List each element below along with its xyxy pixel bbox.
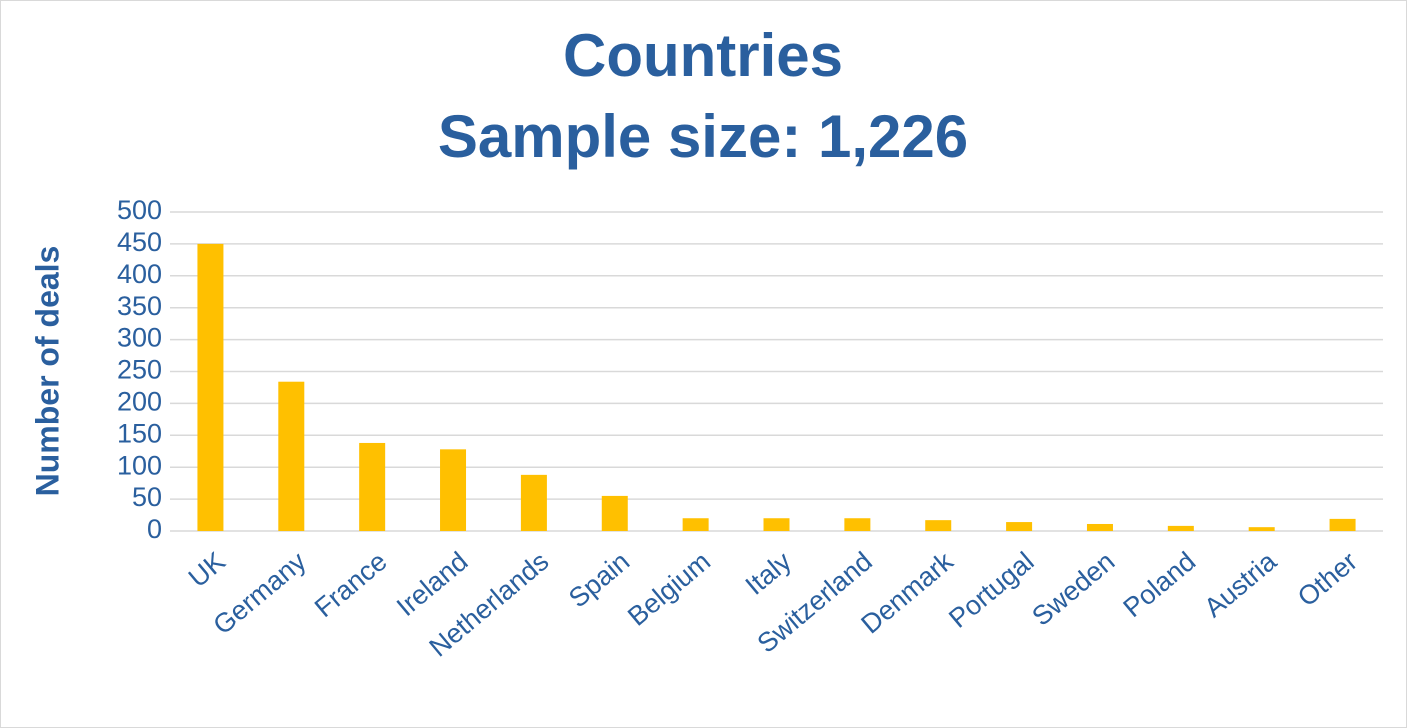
chart-title: Countries: [563, 22, 843, 89]
bar: [1329, 518, 1356, 531]
bar: [440, 449, 467, 531]
y-tick-label: 450: [117, 227, 162, 257]
bar: [601, 495, 628, 531]
y-axis-title: Number of deals: [29, 246, 65, 497]
bar: [1167, 525, 1194, 531]
y-tick-label: 150: [117, 418, 162, 448]
y-tick-label: 350: [117, 291, 162, 321]
bar: [1006, 522, 1033, 531]
bar: [359, 442, 386, 531]
chart-subtitle: Sample size: 1,226: [438, 103, 968, 170]
y-tick-label: 200: [117, 387, 162, 417]
bar: [844, 518, 871, 531]
y-tick-label: 0: [147, 514, 162, 544]
y-tick-label: 50: [132, 482, 162, 512]
bar: [520, 474, 547, 531]
y-tick-label: 300: [117, 323, 162, 353]
bar: [1248, 527, 1275, 531]
bar: [925, 520, 952, 531]
bar: [1086, 523, 1113, 531]
bar: [682, 518, 709, 531]
bar: [763, 518, 790, 531]
y-tick-label: 500: [117, 195, 162, 225]
bar: [278, 381, 305, 531]
bar: [197, 243, 224, 531]
y-tick-label: 100: [117, 450, 162, 480]
y-tick-label: 250: [117, 355, 162, 385]
y-tick-label: 400: [117, 259, 162, 289]
